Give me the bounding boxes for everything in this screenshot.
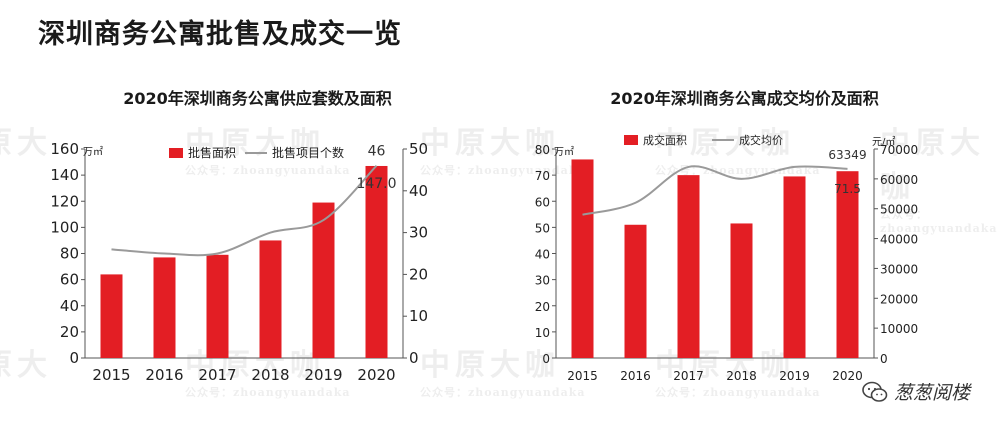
left-tick-label: 40 bbox=[535, 248, 550, 262]
left-tick-label: 60 bbox=[535, 195, 550, 209]
left-tick-label: 40 bbox=[60, 297, 79, 315]
left-tick-label: 10 bbox=[535, 326, 550, 340]
x-tick-label: 2020 bbox=[357, 366, 395, 384]
left-tick-label: 160 bbox=[50, 140, 79, 158]
right-tick-label: 40 bbox=[409, 182, 428, 200]
right-tick-label: 10 bbox=[409, 307, 428, 325]
left-tick-label: 0 bbox=[542, 352, 550, 366]
x-tick-label: 2020 bbox=[832, 369, 863, 383]
right-tick-label: 50 bbox=[409, 140, 428, 158]
social-account: 葱葱阅楼 bbox=[862, 378, 970, 405]
left-axis-unit: 万㎡ bbox=[83, 146, 103, 158]
legend-swatch-bar bbox=[169, 148, 183, 158]
right-tick-label: 50000 bbox=[880, 203, 918, 217]
data-label-批售面积: 147.0 bbox=[356, 176, 396, 192]
left-tick-label: 50 bbox=[535, 221, 550, 235]
right-tick-label: 40000 bbox=[880, 233, 918, 247]
right-tick-label: 20000 bbox=[880, 292, 918, 306]
x-tick-label: 2015 bbox=[567, 369, 598, 383]
bar-2018 bbox=[730, 223, 753, 358]
transaction-chart: 2020年深圳商务公寓成交均价及面积 0 10 20 30 40 50 60 70 80 0 100… bbox=[522, 85, 967, 390]
left-axis-unit: 万㎡ bbox=[554, 146, 574, 158]
bar-2017 bbox=[206, 254, 229, 358]
left-tick-label: 140 bbox=[50, 166, 79, 184]
legend-label: 成交面积 bbox=[643, 133, 687, 147]
bar-2016 bbox=[153, 257, 176, 358]
bar-2020 bbox=[836, 171, 859, 358]
bar-2015 bbox=[571, 159, 594, 358]
data-label-批售项目个数: 46 bbox=[368, 144, 386, 160]
supply-chart-svg: 0 20 40 60 80 100 120 140 160 0 10 20 30 40 50 万㎡ 2015 20… bbox=[50, 140, 428, 384]
transaction-chart-svg: 0 10 20 30 40 50 60 70 80 0 10000 20000 30000 40000 50… bbox=[535, 133, 918, 383]
bar-2019 bbox=[783, 176, 806, 358]
bar-2018 bbox=[259, 240, 282, 358]
wechat-icon bbox=[862, 381, 888, 402]
legend-swatch-bar bbox=[624, 135, 638, 145]
right-tick-label: 10000 bbox=[880, 322, 918, 336]
legend-label: 批售项目个数 bbox=[272, 145, 344, 160]
right-tick-label: 70000 bbox=[880, 143, 918, 157]
bar-2017 bbox=[677, 175, 700, 358]
left-tick-label: 80 bbox=[60, 245, 79, 263]
left-tick-label: 20 bbox=[60, 323, 79, 341]
x-tick-label: 2016 bbox=[145, 366, 183, 384]
bar-2015 bbox=[100, 274, 123, 358]
chart-title: 2020年深圳商务公寓成交均价及面积 bbox=[610, 89, 879, 108]
right-tick-label: 30000 bbox=[880, 262, 918, 276]
x-tick-label: 2019 bbox=[304, 366, 342, 384]
left-tick-label: 120 bbox=[50, 192, 79, 210]
right-axis-unit: 元/㎡ bbox=[872, 136, 895, 148]
x-tick-label: 2015 bbox=[92, 366, 130, 384]
left-tick-label: 20 bbox=[535, 300, 550, 314]
right-tick-label: 0 bbox=[409, 349, 419, 367]
data-label-成交均价: 63349 bbox=[828, 148, 866, 162]
x-tick-label: 2019 bbox=[779, 369, 810, 383]
account-name: 葱葱阅楼 bbox=[893, 382, 970, 404]
legend-label: 成交均价 bbox=[739, 133, 783, 147]
right-tick-label: 20 bbox=[409, 265, 428, 283]
bar-2019 bbox=[312, 202, 335, 358]
left-tick-label: 60 bbox=[60, 271, 79, 289]
x-tick-label: 2017 bbox=[673, 369, 704, 383]
right-tick-label: 30 bbox=[409, 224, 428, 242]
left-tick-label: 70 bbox=[535, 169, 550, 183]
page-title: 深圳商务公寓批售及成交一览 bbox=[38, 19, 402, 50]
series-line-成交均价 bbox=[582, 165, 848, 216]
left-tick-label: 0 bbox=[69, 349, 79, 367]
left-tick-label: 100 bbox=[50, 218, 79, 236]
right-tick-label: 60000 bbox=[880, 173, 918, 187]
x-tick-label: 2018 bbox=[251, 366, 289, 384]
left-tick-label: 30 bbox=[535, 274, 550, 288]
bar-2020 bbox=[365, 165, 388, 358]
right-tick-label: 0 bbox=[880, 352, 888, 366]
series-line-批售项目个数 bbox=[111, 165, 378, 257]
x-tick-label: 2018 bbox=[726, 369, 757, 383]
legend-label: 批售面积 bbox=[188, 145, 236, 160]
chart-title: 2020年深圳商务公寓供应套数及面积 bbox=[123, 89, 392, 108]
x-tick-label: 2017 bbox=[198, 366, 236, 384]
data-label-成交面积: 71.5 bbox=[834, 182, 861, 196]
left-tick-label: 80 bbox=[535, 143, 550, 157]
supply-chart: 2020年深圳商务公寓供应套数及面积 0 20 40 60 80 100 120 140 160… bbox=[45, 85, 470, 390]
bar-2016 bbox=[624, 224, 647, 358]
x-tick-label: 2016 bbox=[620, 369, 651, 383]
